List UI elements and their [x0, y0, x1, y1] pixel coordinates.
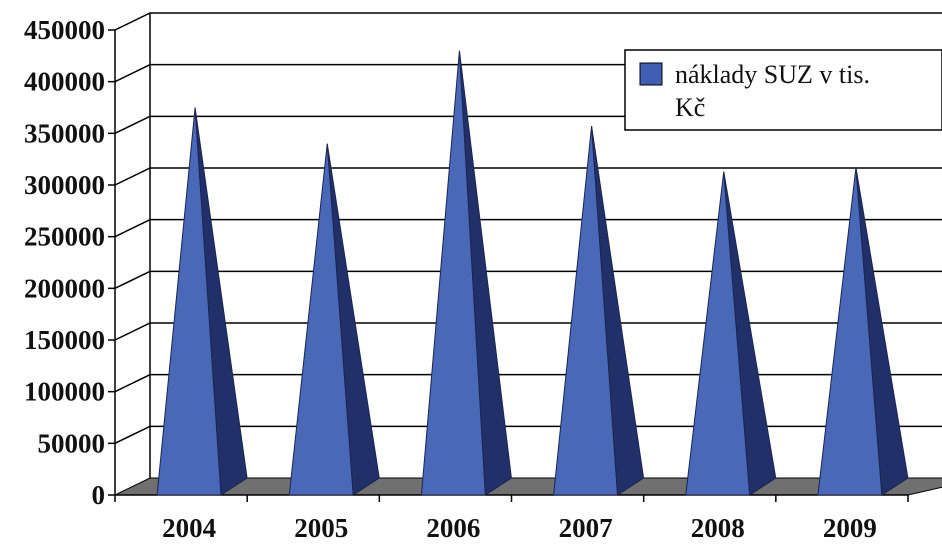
y-tick-label: 200000 [24, 273, 105, 303]
pyramid-bar [553, 126, 645, 496]
gridline [114, 373, 942, 393]
bars [156, 50, 909, 496]
pyramid-bar [817, 167, 909, 496]
x-tick-label: 2004 [162, 513, 216, 543]
y-tick-label: 150000 [24, 325, 105, 355]
gridline [114, 167, 942, 186]
pyramid-side-face [855, 167, 909, 496]
x-axis-ticks: 2004 2005 2006 2007 2008 2009 [114, 495, 909, 543]
pyramid-side-face [591, 126, 645, 496]
y-tick-label: 0 [92, 480, 106, 510]
x-tick-label: 2007 [559, 513, 613, 543]
pyramid-side-face [458, 50, 512, 496]
gridline [114, 270, 942, 290]
y-tick-label: 450000 [24, 15, 105, 45]
y-tick-label: 250000 [24, 222, 105, 252]
gridline [114, 12, 942, 31]
pyramid-bar [685, 171, 777, 496]
pyramid-bar [156, 107, 248, 496]
x-tick-label: 2008 [691, 513, 745, 543]
gridline [114, 322, 942, 341]
pyramid-side-face [723, 171, 777, 496]
y-tick-label: 50000 [38, 428, 106, 458]
legend-box [624, 49, 942, 131]
x-tick-label: 2006 [426, 513, 480, 543]
pyramid-bar [420, 50, 512, 496]
y-tick-label: 400000 [24, 67, 105, 97]
legend-label-line1: náklady SUZ v tis. [675, 60, 870, 89]
x-tick-label: 2009 [823, 513, 877, 543]
y-axis-ticks: 0 50000 100000 150000 200000 250000 300000 3500… [24, 15, 115, 510]
pyramid-bar [288, 143, 380, 496]
pyramid-side-face [326, 143, 380, 496]
x-tick-label: 2005 [294, 513, 348, 543]
legend-swatch [639, 62, 663, 86]
gridline [114, 218, 942, 238]
y-tick-label: 350000 [24, 118, 105, 148]
y-tick-label: 100000 [24, 377, 105, 407]
chart-walls [114, 13, 151, 495]
legend-label-line2: Kč [675, 93, 705, 122]
pyramid-side-face [194, 107, 248, 496]
y-tick-label: 300000 [24, 170, 105, 200]
legend: náklady SUZ v tis. Kč [624, 49, 942, 131]
